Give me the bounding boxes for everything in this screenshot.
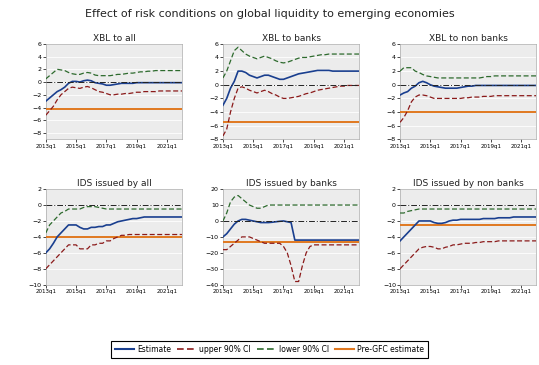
Legend: Estimate, upper 90% CI, lower 90% CI, Pre-GFC estimate: Estimate, upper 90% CI, lower 90% CI, Pr… <box>111 341 428 358</box>
Title: IDS issued by all: IDS issued by all <box>77 179 151 188</box>
Title: XBL to non banks: XBL to non banks <box>429 34 508 43</box>
Title: IDS issued by banks: IDS issued by banks <box>246 179 336 188</box>
Title: XBL to all: XBL to all <box>93 34 135 43</box>
Title: IDS issued by non banks: IDS issued by non banks <box>413 179 523 188</box>
Title: XBL to banks: XBL to banks <box>261 34 321 43</box>
Text: Effect of risk conditions on global liquidity to emerging economies: Effect of risk conditions on global liqu… <box>85 9 454 19</box>
